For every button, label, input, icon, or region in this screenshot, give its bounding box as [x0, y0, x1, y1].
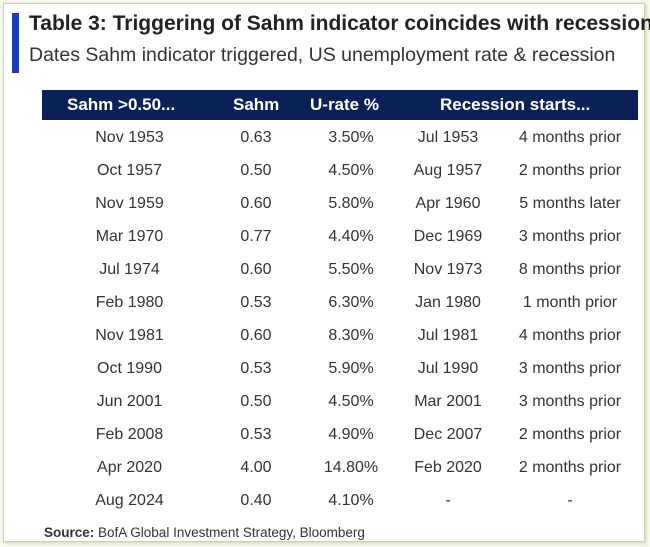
cell-sahm: 0.53 [240, 294, 272, 311]
table-row: Jul 1974 0.60 5.50% Nov 1973 8 months prior [4, 253, 650, 286]
cell-lead-lag: 2 months prior [518, 426, 622, 443]
table-row: Oct 1957 0.50 4.50% Aug 1957 2 months prior [4, 154, 650, 187]
cell-lead-lag: 2 months prior [518, 162, 622, 179]
cell-urate: 5.80% [328, 195, 374, 212]
cell-sahm: 0.60 [240, 327, 272, 344]
table-row: Oct 1990 0.53 5.90% Jul 1990 3 months prior [4, 352, 650, 385]
cell-sahm: 0.53 [240, 360, 272, 377]
cell-sahm: 0.63 [240, 129, 272, 146]
cell-sahm: 0.60 [240, 261, 272, 278]
table-row: Jun 2001 0.50 4.50% Mar 2001 3 months prior [4, 385, 650, 418]
cell-sahm: 0.50 [240, 162, 272, 179]
cell-lead-lag: 2 months prior [518, 459, 622, 476]
cell-trigger-date: Nov 1981 [95, 327, 164, 344]
cell-lead-lag: 4 months prior [518, 129, 622, 146]
cell-sahm: 0.53 [240, 426, 272, 443]
table-row: Nov 1953 0.63 3.50% Jul 1953 4 months prior [4, 121, 650, 154]
header-urate: U-rate % [310, 95, 379, 114]
cell-recession-start: Jul 1953 [417, 129, 479, 146]
source-note: Source: BofA Global Investment Strategy,… [44, 525, 365, 540]
header-recession-starts: Recession starts... [440, 95, 591, 114]
source-text: BofA Global Investment Strategy, Bloombe… [94, 525, 365, 540]
cell-sahm: 4.00 [240, 459, 272, 476]
cell-lead-lag: 4 months prior [518, 327, 622, 344]
cell-trigger-date: Feb 2008 [95, 426, 164, 443]
table-row: Nov 1959 0.60 5.80% Apr 1960 5 months later [4, 187, 650, 220]
cell-urate: 4.90% [328, 426, 374, 443]
cell-recession-start: - [445, 492, 451, 509]
cell-trigger-date: Feb 1980 [95, 294, 164, 311]
cell-urate: 14.80% [323, 459, 379, 476]
table-subtitle: Dates Sahm indicator triggered, US unemp… [29, 44, 616, 66]
cell-recession-start: Mar 2001 [414, 393, 482, 410]
cell-sahm: 0.77 [240, 228, 272, 245]
cell-trigger-date: Nov 1959 [95, 195, 164, 212]
title-accent-bar [12, 13, 19, 73]
cell-recession-start: Nov 1973 [413, 261, 483, 278]
cell-lead-lag: 3 months prior [518, 360, 622, 377]
cell-lead-lag: 1 month prior [522, 294, 618, 311]
cell-urate: 4.50% [328, 393, 374, 410]
cell-recession-start: Dec 1969 [413, 228, 483, 245]
cell-trigger-date: Mar 1970 [95, 228, 164, 245]
cell-lead-lag: 8 months prior [518, 261, 622, 278]
cell-urate: 4.40% [328, 228, 374, 245]
cell-urate: 4.50% [328, 162, 374, 179]
cell-lead-lag: 3 months prior [518, 228, 622, 245]
cell-urate: 5.90% [328, 360, 374, 377]
table-body: Nov 1953 0.63 3.50% Jul 1953 4 months prior O… [4, 121, 650, 517]
cell-recession-start: Jul 1981 [417, 327, 479, 344]
cell-trigger-date: Jun 2001 [96, 393, 163, 410]
cell-lead-lag: 3 months prior [518, 393, 622, 410]
cell-urate: 6.30% [328, 294, 374, 311]
cell-sahm: 0.40 [240, 492, 272, 509]
table-title: Table 3: Triggering of Sahm indicator co… [29, 12, 650, 35]
cell-trigger-date: Nov 1953 [95, 129, 164, 146]
cell-urate: 4.10% [328, 492, 374, 509]
cell-trigger-date: Aug 2024 [95, 492, 164, 509]
table-card: Table 3: Triggering of Sahm indicator co… [3, 3, 650, 542]
cell-sahm: 0.50 [240, 393, 272, 410]
table-header: Sahm >0.50... Sahm U-rate % Recession st… [42, 90, 638, 120]
table-row: Mar 1970 0.77 4.40% Dec 1969 3 months prior [4, 220, 650, 253]
table-row: Aug 2024 0.40 4.10% - - [4, 484, 650, 517]
cell-urate: 8.30% [328, 327, 374, 344]
cell-trigger-date: Apr 2020 [97, 459, 162, 476]
cell-recession-start: Apr 1960 [415, 195, 481, 212]
cell-trigger-date: Oct 1990 [97, 360, 162, 377]
cell-recession-start: Dec 2007 [413, 426, 483, 443]
cell-recession-start: Jan 1980 [415, 294, 481, 311]
header-sahm-trigger: Sahm >0.50... [67, 95, 176, 114]
cell-recession-start: Feb 2020 [414, 459, 482, 476]
cell-recession-start: Aug 1957 [413, 162, 483, 179]
cell-lead-lag: 5 months later [519, 195, 621, 212]
cell-urate: 5.50% [328, 261, 374, 278]
source-label: Source: [44, 525, 95, 540]
table-row: Feb 2008 0.53 4.90% Dec 2007 2 months prior [4, 418, 650, 451]
cell-sahm: 0.60 [240, 195, 272, 212]
cell-trigger-date: Jul 1974 [99, 261, 160, 278]
cell-recession-start: Jul 1990 [417, 360, 479, 377]
cell-trigger-date: Oct 1957 [97, 162, 162, 179]
table-row: Apr 2020 4.00 14.80% Feb 2020 2 months prior [4, 451, 650, 484]
cell-lead-lag: - [567, 492, 573, 509]
header-sahm: Sahm [233, 95, 280, 114]
cell-urate: 3.50% [328, 129, 374, 146]
table-row: Nov 1981 0.60 8.30% Jul 1981 4 months prior [4, 319, 650, 352]
table-row: Feb 1980 0.53 6.30% Jan 1980 1 month prior [4, 286, 650, 319]
